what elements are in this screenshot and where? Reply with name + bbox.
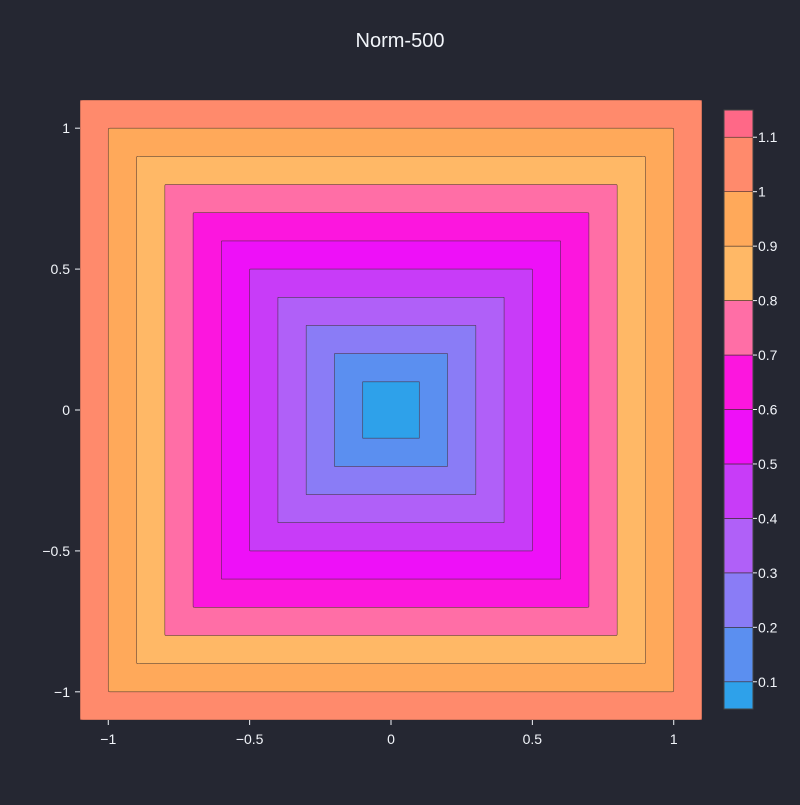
colorbar-band xyxy=(723,136,754,192)
colorbar-band xyxy=(723,354,754,410)
x-tick-label: 0.5 xyxy=(523,731,543,747)
colorbar-band xyxy=(723,627,754,683)
colorbar-tick-label: 0.7 xyxy=(758,347,778,363)
x-axis: −1 −0.5 0 0.5 1 xyxy=(100,720,678,747)
colorbar-tick-label: 0.3 xyxy=(758,565,778,581)
colorbar-band xyxy=(723,572,754,628)
colorbar-tick-label: 0.2 xyxy=(758,619,778,635)
x-tick-label: 1 xyxy=(670,731,678,747)
colorbar-tick-label: 0.9 xyxy=(758,238,778,254)
colorbar-band xyxy=(723,245,754,301)
colorbar-band xyxy=(723,300,754,356)
colorbar-tick-label: 0.1 xyxy=(758,674,778,690)
colorbar-tick-label: 0.8 xyxy=(758,293,778,309)
colorbar-tick-label: 0.5 xyxy=(758,456,778,472)
colorbar-band xyxy=(723,518,754,574)
contour-level-0.1 xyxy=(362,381,420,439)
colorbar-tick-label: 1 xyxy=(758,184,766,200)
colorbar-band xyxy=(723,109,754,138)
colorbar: 0.1 0.2 0.3 0.4 0.5 0.6 0.7 0.8 0.9 1 1.1 xyxy=(723,109,778,710)
y-tick-label: 0 xyxy=(62,402,70,418)
colorbar-band xyxy=(723,191,754,247)
x-tick-label: 0 xyxy=(387,731,395,747)
plot-area xyxy=(80,100,702,720)
y-axis: −1 −0.5 0 0.5 1 xyxy=(42,120,80,700)
colorbar-band xyxy=(723,681,754,710)
x-tick-label: −0.5 xyxy=(236,731,264,747)
colorbar-tick-label: 1.1 xyxy=(758,129,778,145)
y-tick-label: −0.5 xyxy=(42,543,70,559)
chart-title: Norm-500 xyxy=(355,30,445,52)
y-tick-label: 1 xyxy=(62,120,70,136)
colorbar-tick-label: 0.4 xyxy=(758,510,778,526)
y-tick-label: −1 xyxy=(54,684,70,700)
colorbar-tick-label: 0.6 xyxy=(758,402,778,418)
x-tick-label: −1 xyxy=(100,731,116,747)
colorbar-band xyxy=(723,463,754,519)
y-tick-label: 0.5 xyxy=(51,261,71,277)
colorbar-band xyxy=(723,409,754,465)
